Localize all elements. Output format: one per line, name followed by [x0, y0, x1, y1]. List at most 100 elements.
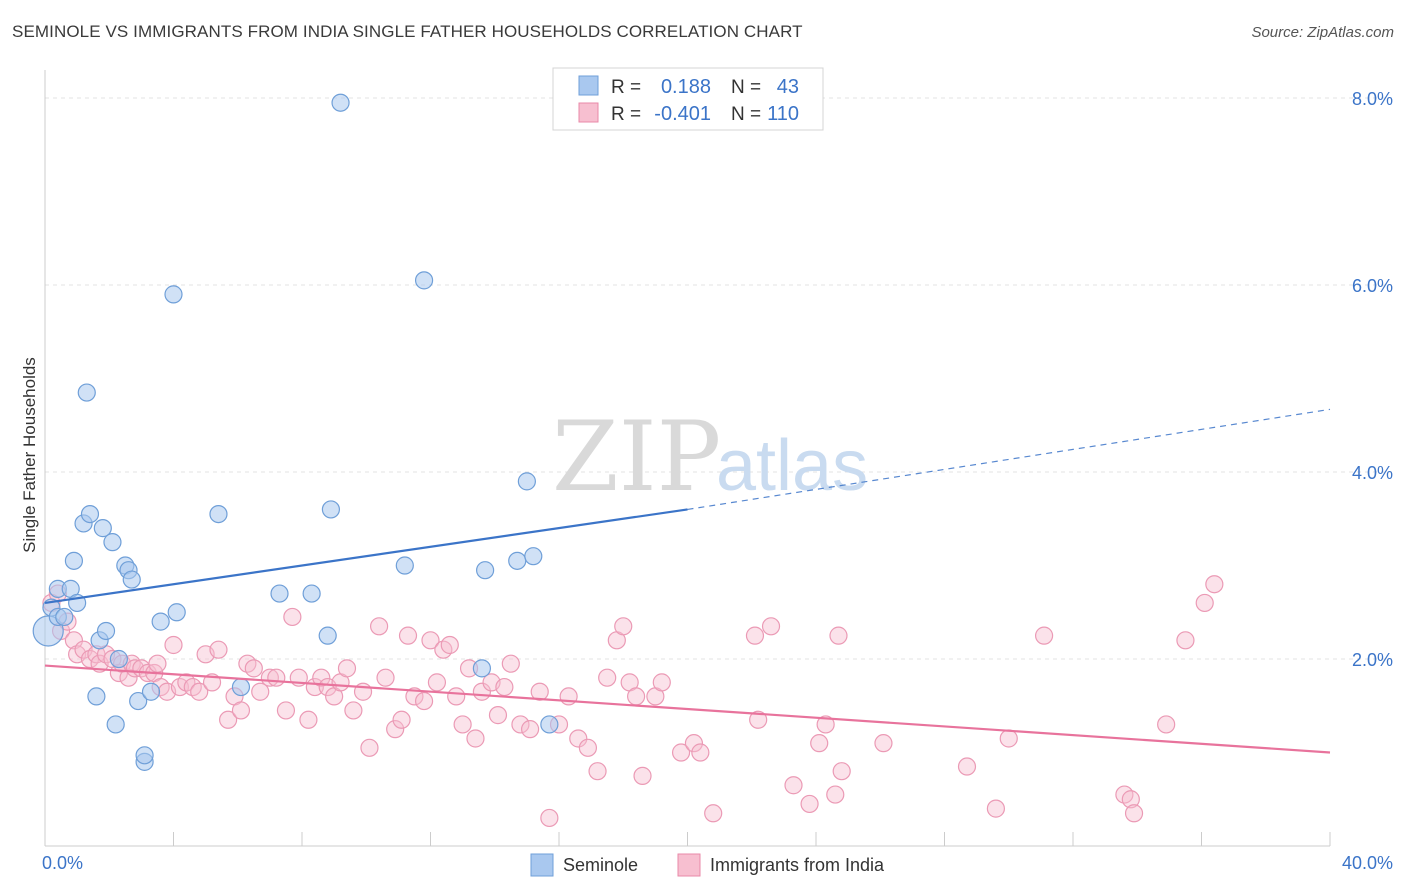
data-point-seminole [96, 621, 116, 641]
data-point-seminole [331, 93, 350, 112]
data-point-india [816, 715, 835, 734]
data-point-india [704, 804, 723, 823]
grid-lines [45, 97, 1392, 660]
legend-swatch-seminole [578, 75, 599, 96]
data-point-india [386, 720, 405, 739]
x-tick-label: 0.0% [42, 853, 83, 873]
data-point-seminole [524, 547, 543, 566]
data-point-india [164, 635, 183, 655]
data-point-seminole [141, 682, 161, 701]
data-point-seminole [209, 504, 228, 524]
data-point-india [148, 654, 167, 673]
data-point-india [530, 682, 549, 701]
data-point-india [231, 701, 251, 720]
data-point-india [495, 677, 514, 697]
data-point-seminole [87, 687, 106, 706]
y-axis-title: Single Father Households [20, 357, 39, 553]
y-tick-label: 8.0% [1352, 89, 1393, 109]
legend-n-label-seminole: N = [731, 77, 761, 98]
data-point-seminole [135, 746, 154, 765]
series-legend: Seminole Immigrants from India [530, 853, 885, 877]
data-point-india [427, 673, 447, 692]
data-point-india [1121, 790, 1140, 809]
data-point-india [398, 626, 418, 645]
data-point-india [405, 687, 424, 706]
data-point-india [511, 715, 530, 734]
data-point-india [251, 682, 270, 701]
data-point-seminole [318, 626, 337, 645]
data-point-india [64, 631, 84, 650]
data-point-india [578, 738, 598, 757]
data-point-india [244, 659, 263, 678]
data-point-seminole [129, 691, 148, 711]
data-point-india [957, 757, 977, 776]
data-point-seminole [164, 285, 183, 304]
data-point-india [1157, 715, 1176, 734]
data-point-seminole [395, 556, 414, 575]
data-point-india [299, 710, 318, 729]
data-point-india [1195, 593, 1214, 613]
seminole-points [32, 93, 559, 771]
data-point-india [267, 668, 286, 687]
data-point-india [219, 710, 238, 729]
data-point-seminole [321, 500, 341, 519]
data-point-india [784, 776, 803, 795]
legend-r-value-seminole: 0.188 [661, 76, 711, 98]
data-point-seminole [151, 612, 170, 631]
data-point-india [488, 706, 508, 725]
data-point-seminole [167, 603, 186, 622]
data-point-seminole [517, 472, 536, 491]
data-point-india [540, 808, 559, 828]
trend-line-seminole [44, 508, 688, 605]
y-tick-label: 4.0% [1352, 463, 1393, 483]
chart-title: SEMINOLE VS IMMIGRANTS FROM INDIA SINGLE… [12, 22, 803, 41]
data-point-india [826, 785, 845, 804]
data-point-india [1176, 631, 1195, 650]
x-tick-label: 40.0% [1342, 853, 1393, 873]
data-point-india [745, 626, 765, 645]
data-point-seminole [93, 519, 112, 538]
data-point-india [376, 668, 395, 687]
data-point-seminole [302, 584, 321, 603]
data-point-india [447, 687, 466, 706]
data-point-india [392, 710, 411, 729]
legend-n-value-seminole: 43 [777, 76, 799, 98]
y-tick-label: 2.0% [1352, 650, 1393, 670]
data-point-india [999, 729, 1018, 748]
data-point-india [832, 762, 851, 781]
data-point-india [588, 762, 607, 781]
data-point-seminole [109, 649, 128, 669]
data-point-seminole [106, 715, 125, 734]
data-point-india [283, 607, 302, 627]
data-point-india [800, 794, 819, 814]
data-point-india [190, 682, 209, 701]
data-point-india [453, 715, 472, 734]
data-point-seminole [540, 715, 559, 734]
data-point-india [209, 640, 228, 659]
watermark: ZIP atlas [552, 401, 868, 513]
data-point-india [652, 673, 671, 692]
data-point-seminole [270, 584, 289, 603]
data-point-india [874, 734, 893, 753]
data-point-india [312, 668, 331, 687]
data-point-india [569, 729, 588, 748]
tick-labels: 2.0% 4.0% 6.0% 8.0% 0.0% 40.0% [42, 89, 1393, 873]
data-point-seminole [55, 607, 74, 627]
trend-lines [44, 408, 1331, 754]
data-point-seminole [414, 271, 434, 290]
bottom-legend-swatch-india [677, 853, 701, 877]
data-point-india [598, 668, 617, 687]
data-point-india [370, 617, 389, 636]
y-tick-label: 6.0% [1352, 276, 1393, 296]
data-point-india [633, 766, 652, 785]
axes [44, 70, 1331, 847]
india-points [42, 575, 1224, 828]
data-point-seminole [64, 551, 84, 570]
legend-r-label-seminole: R = [611, 77, 641, 98]
data-point-india [337, 659, 357, 678]
data-point-india [761, 617, 781, 636]
data-point-india [810, 734, 829, 753]
data-point-india [829, 626, 848, 645]
watermark-atlas: atlas [716, 426, 868, 506]
data-point-india [626, 687, 646, 706]
